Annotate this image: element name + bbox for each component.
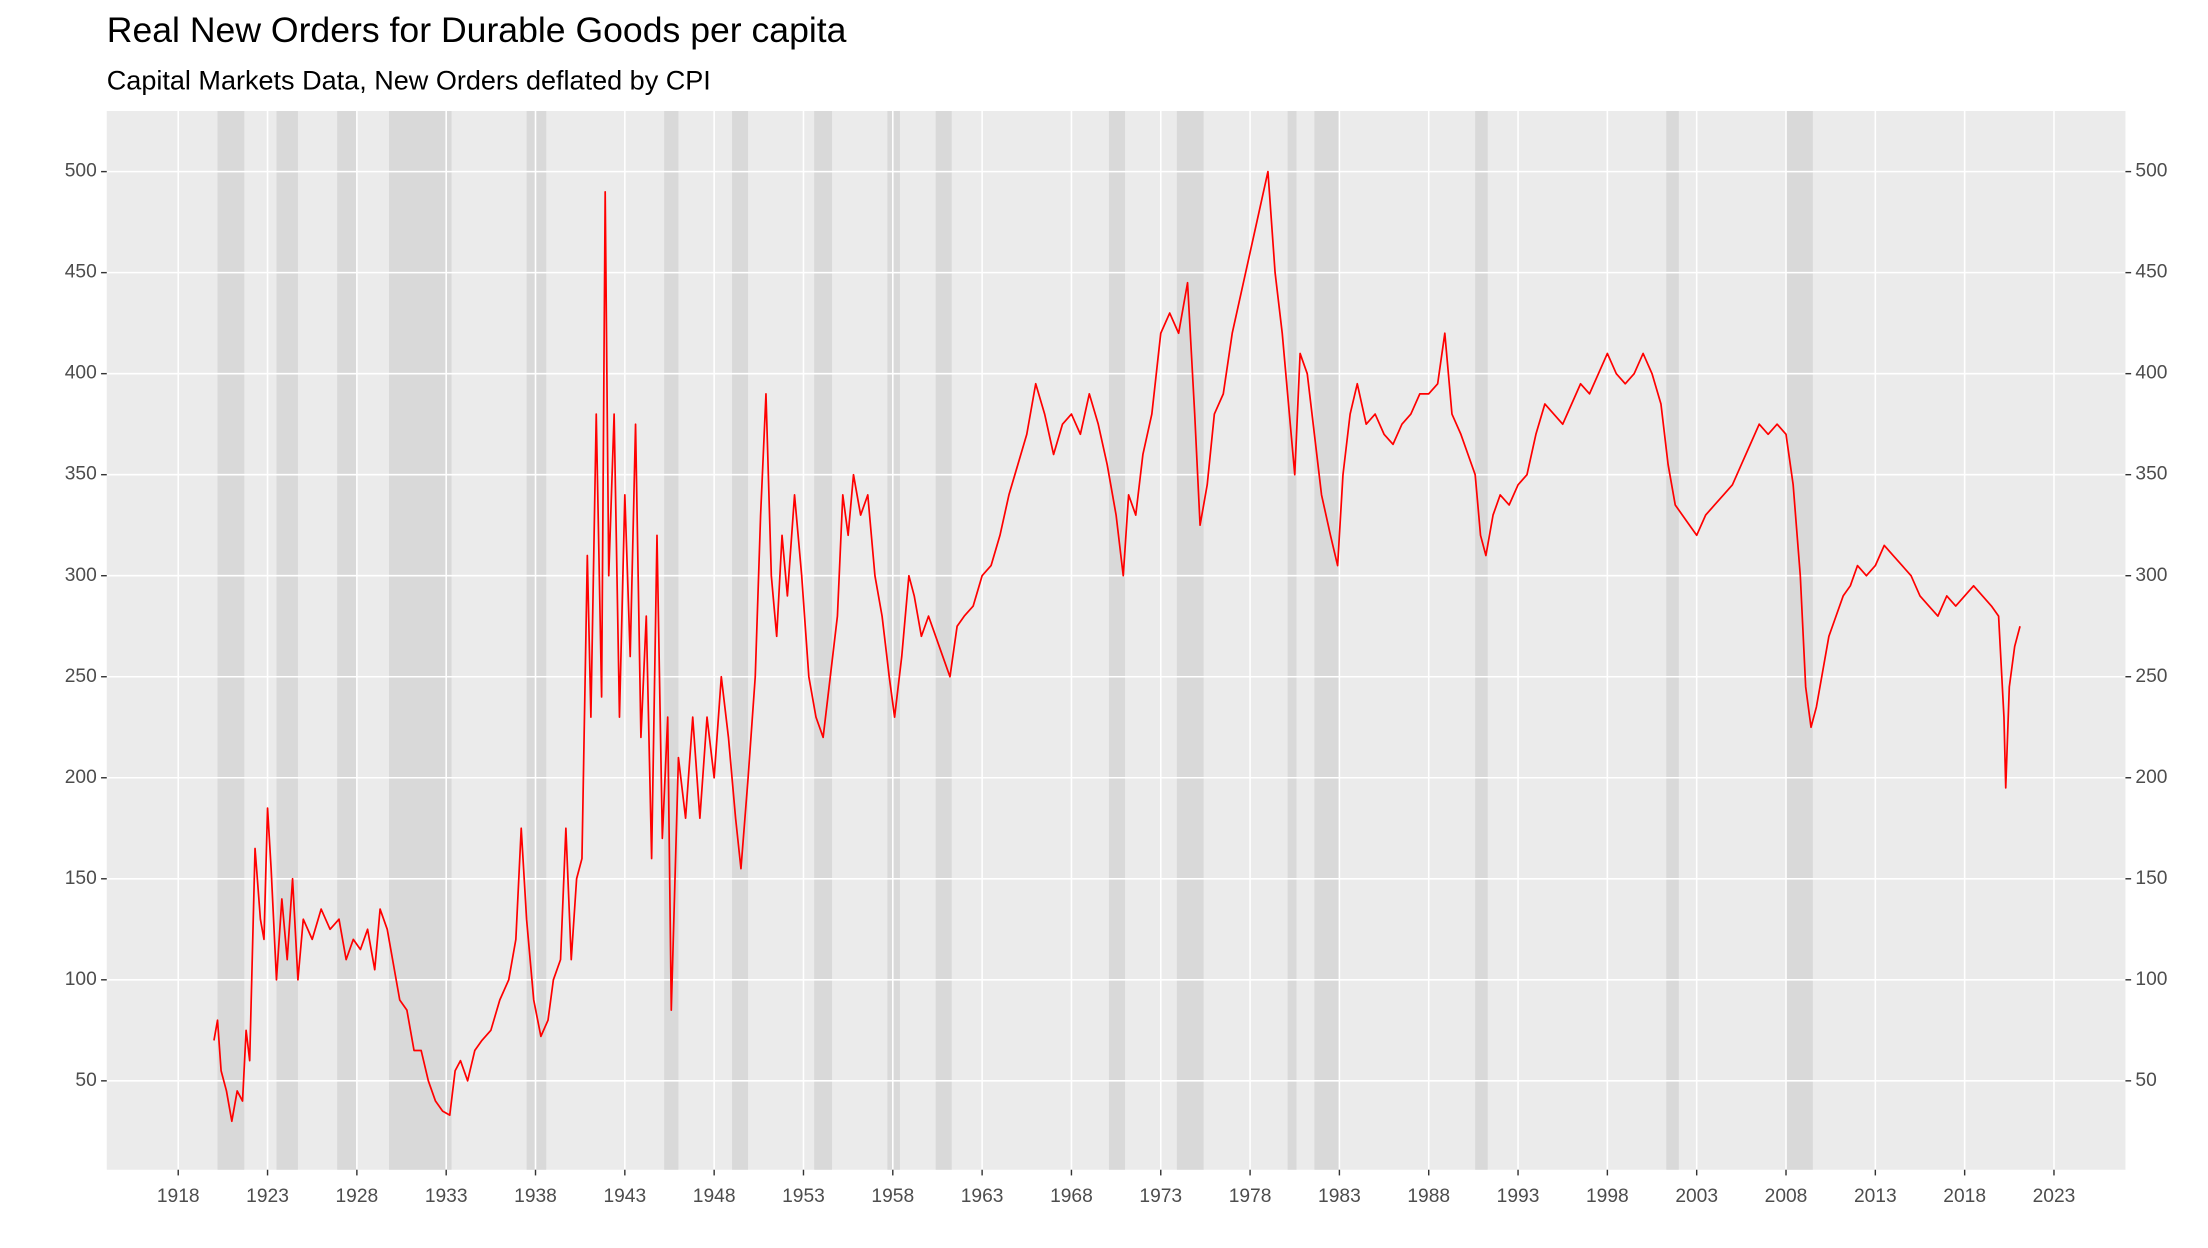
recession-band	[732, 110, 749, 1170]
y2-tick-label: 200	[2135, 767, 2167, 788]
y2-tick-label: 350	[2135, 464, 2167, 485]
y-tick-label: 100	[65, 969, 97, 990]
y-tick-label: 500	[65, 161, 97, 182]
x-tick-label: 1978	[1229, 1186, 1272, 1207]
y-tick-label: 450	[65, 262, 97, 283]
x-tick-label: 1968	[1050, 1186, 1093, 1207]
recession-band	[1287, 110, 1297, 1170]
y2-tick-label: 400	[2135, 363, 2167, 384]
x-tick-label: 1993	[1497, 1186, 1540, 1207]
x-tick-label: 1923	[246, 1186, 289, 1207]
x-tick-label: 2008	[1765, 1186, 1808, 1207]
x-tick-label: 1963	[961, 1186, 1004, 1207]
y-tick-label: 200	[65, 767, 97, 788]
y-tick-label: 400	[65, 363, 97, 384]
recession-band	[526, 110, 547, 1170]
x-tick-label: 1988	[1407, 1186, 1450, 1207]
recession-band	[1666, 110, 1679, 1170]
y2-tick-label: 450	[2135, 262, 2167, 283]
y2-tick-label: 50	[2135, 1070, 2156, 1091]
recession-band	[389, 110, 452, 1170]
recession-band	[887, 110, 900, 1170]
y-tick-label: 150	[65, 868, 97, 889]
recession-band	[1176, 110, 1204, 1170]
y-tick-label: 350	[65, 464, 97, 485]
recession-band	[1786, 110, 1813, 1170]
recession-band	[337, 110, 357, 1170]
chart-subtitle: Capital Markets Data, New Orders deflate…	[107, 66, 711, 96]
plot-layer	[106, 110, 2126, 1170]
y2-tick-label: 500	[2135, 161, 2167, 182]
x-tick-label: 1933	[425, 1186, 468, 1207]
x-tick-label: 1998	[1586, 1186, 1629, 1207]
recession-band	[814, 110, 833, 1170]
x-tick-label: 1943	[603, 1186, 646, 1207]
y-tick-label: 300	[65, 565, 97, 586]
recession-band	[217, 110, 245, 1170]
chart-title: Real New Orders for Durable Goods per ca…	[107, 10, 847, 50]
x-tick-label: 1938	[514, 1186, 557, 1207]
recession-band	[1108, 110, 1126, 1170]
x-tick-label: 2003	[1675, 1186, 1718, 1207]
x-tick-label: 1928	[335, 1186, 378, 1207]
x-tick-label: 1953	[782, 1186, 825, 1207]
y2-tick-label: 150	[2135, 868, 2167, 889]
x-tick-label: 2018	[1943, 1186, 1986, 1207]
series-line	[213, 170, 2021, 1123]
y-tick-label: 50	[75, 1070, 96, 1091]
y2-tick-label: 250	[2135, 666, 2167, 687]
x-tick-label: 2023	[2033, 1186, 2076, 1207]
recession-band	[1475, 110, 1488, 1170]
x-tick-label: 1983	[1318, 1186, 1361, 1207]
x-tick-label: 1948	[693, 1186, 736, 1207]
recession-band	[935, 110, 952, 1170]
recession-band	[1314, 110, 1340, 1170]
y-tick-label: 250	[65, 666, 97, 687]
recession-band	[276, 110, 298, 1170]
y2-tick-label: 300	[2135, 565, 2167, 586]
y2-tick-label: 100	[2135, 969, 2167, 990]
x-tick-label: 2013	[1854, 1186, 1897, 1207]
x-tick-label: 1958	[871, 1186, 914, 1207]
x-tick-label: 1973	[1139, 1186, 1182, 1207]
x-tick-label: 1918	[157, 1186, 200, 1207]
